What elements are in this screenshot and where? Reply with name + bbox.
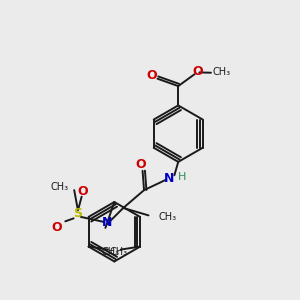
- Text: CH₃: CH₃: [110, 247, 128, 257]
- Text: O: O: [77, 185, 88, 198]
- Text: O: O: [147, 69, 158, 82]
- Text: O: O: [51, 221, 62, 234]
- Text: N: N: [102, 216, 112, 229]
- Text: CH₃: CH₃: [158, 212, 176, 222]
- Text: H: H: [178, 172, 186, 182]
- Text: O: O: [193, 65, 203, 78]
- Text: CH₃: CH₃: [51, 182, 69, 192]
- Text: N: N: [164, 172, 175, 185]
- Text: O: O: [136, 158, 146, 171]
- Text: CH₃: CH₃: [212, 68, 230, 77]
- Text: CH₃: CH₃: [101, 247, 119, 257]
- Text: S: S: [73, 207, 82, 220]
